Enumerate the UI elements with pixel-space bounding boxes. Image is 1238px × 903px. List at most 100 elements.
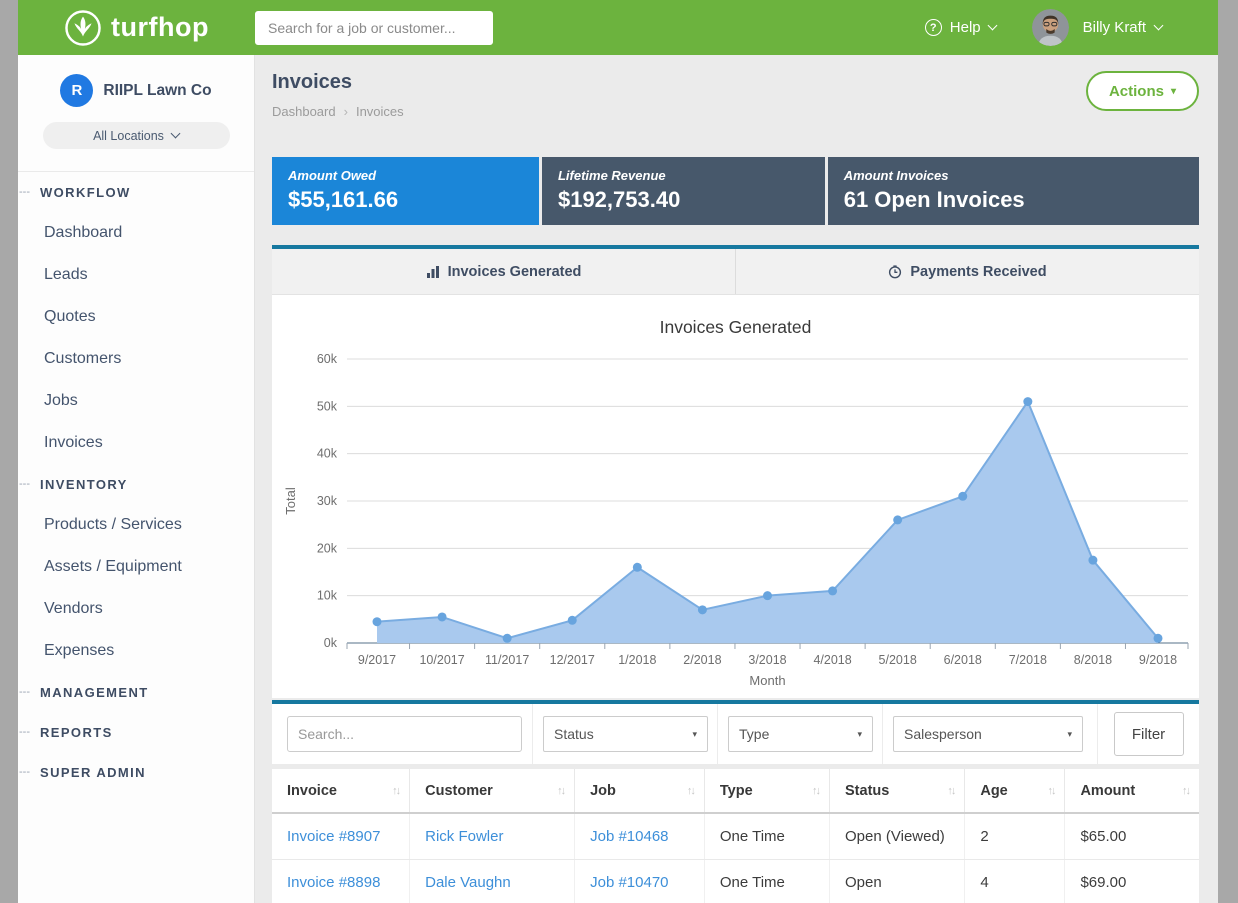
cell-customer[interactable]: Dale Vaughn [410, 860, 575, 903]
tab-invoices-generated[interactable]: Invoices Generated [272, 249, 736, 294]
table-search-input[interactable] [287, 716, 522, 752]
stat-card-value: $192,753.40 [558, 187, 809, 213]
sort-icon[interactable]: ↑↓ [1047, 785, 1054, 797]
x-tick-label: 7/2018 [1009, 653, 1047, 667]
filter-button[interactable]: Filter [1114, 712, 1184, 756]
select-type[interactable]: Type▾ [728, 716, 873, 752]
sort-icon[interactable]: ↑↓ [812, 785, 819, 797]
x-tick-label: 8/2018 [1074, 653, 1112, 667]
sidebar-item-products-services[interactable]: Products / Services [18, 504, 254, 546]
user-avatar[interactable] [1032, 9, 1069, 46]
column-header-customer[interactable]: Customer↑↓ [410, 769, 575, 812]
cell-status: Open [830, 860, 965, 903]
help-label: Help [950, 19, 981, 36]
company-name: RIIPL Lawn Co [103, 82, 211, 100]
data-point [503, 634, 512, 643]
area-fill [377, 402, 1158, 643]
select-salesperson[interactable]: Salesperson▾ [893, 716, 1083, 752]
bar-chart-icon [426, 265, 440, 279]
filter-section-type: Type▾ [717, 704, 882, 764]
user-menu[interactable]: Billy Kraft [1083, 19, 1162, 36]
nav-section-workflow[interactable]: ---WORKFLOW [18, 172, 254, 212]
page-title: Invoices [272, 71, 404, 94]
sidebar-item-jobs[interactable]: Jobs [18, 380, 254, 422]
nav-section-super-admin[interactable]: ---SUPER ADMIN [18, 752, 254, 792]
chart-body: Invoices Generated 0k10k20k30k40k50k60k9… [272, 295, 1199, 698]
chevron-down-icon [1154, 21, 1164, 31]
x-tick-label: 10/2017 [419, 653, 464, 667]
cell-invoice[interactable]: Invoice #8898 [272, 860, 410, 903]
actions-button-label: Actions [1109, 83, 1164, 100]
nav-section-management[interactable]: ---MANAGEMENT [18, 672, 254, 712]
nav-section-inventory[interactable]: ---INVENTORY [18, 464, 254, 504]
sidebar-item-expenses[interactable]: Expenses [18, 630, 254, 672]
column-header-type[interactable]: Type↑↓ [705, 769, 830, 812]
column-header-invoice[interactable]: Invoice↑↓ [272, 769, 410, 812]
cell-status: Open (Viewed) [830, 814, 965, 859]
cell-age: 2 [965, 814, 1065, 859]
select-status[interactable]: Status▾ [543, 716, 708, 752]
sidebar-nav: ---WORKFLOWDashboardLeadsQuotesCustomers… [18, 172, 254, 792]
sort-icon[interactable]: ↑↓ [947, 785, 954, 797]
cell-amount: $69.00 [1065, 860, 1199, 903]
y-tick-label: 0k [324, 636, 338, 650]
company-header: R RIIPL Lawn Co [18, 55, 254, 107]
chevron-down-icon [987, 21, 997, 31]
sidebar-item-vendors[interactable]: Vendors [18, 588, 254, 630]
location-selector[interactable]: All Locations [43, 122, 230, 149]
filter-section-salesperson: Salesperson▾ [882, 704, 1097, 764]
global-search-input[interactable] [255, 11, 493, 45]
brand[interactable]: turfhop [18, 9, 255, 47]
sort-icon[interactable]: ↑↓ [1182, 785, 1189, 797]
column-header-age[interactable]: Age↑↓ [965, 769, 1065, 812]
sidebar-item-leads[interactable]: Leads [18, 254, 254, 296]
invoices-chart-svg: 0k10k20k30k40k50k60k9/201710/201711/2017… [272, 344, 1199, 692]
table-row: Invoice #8898Dale VaughnJob #10470One Ti… [272, 860, 1199, 903]
data-point [438, 612, 447, 621]
data-point [1023, 397, 1032, 406]
help-menu[interactable]: ? Help [925, 19, 996, 36]
brand-name: turfhop [111, 12, 209, 43]
table-body: Invoice #8907Rick FowlerJob #10468One Ti… [272, 814, 1199, 903]
location-selector-label: All Locations [93, 129, 164, 143]
cell-job[interactable]: Job #10468 [575, 814, 705, 859]
caret-down-icon: ▾ [692, 729, 697, 740]
sort-icon[interactable]: ↑↓ [687, 785, 694, 797]
cell-job[interactable]: Job #10470 [575, 860, 705, 903]
sidebar-item-invoices[interactable]: Invoices [18, 422, 254, 464]
sidebar-item-customers[interactable]: Customers [18, 338, 254, 380]
column-header-amount[interactable]: Amount↑↓ [1065, 769, 1199, 812]
x-tick-label: 9/2018 [1139, 653, 1177, 667]
section-dashes-icon: --- [18, 186, 40, 198]
clock-icon [888, 265, 902, 279]
stat-card-value: $55,161.66 [288, 187, 523, 213]
column-header-job[interactable]: Job↑↓ [575, 769, 705, 812]
cell-invoice[interactable]: Invoice #8907 [272, 814, 410, 859]
y-tick-label: 10k [317, 589, 338, 603]
chart-panel: Invoices GeneratedPayments Received Invo… [272, 245, 1199, 698]
y-tick-label: 20k [317, 541, 338, 555]
app-frame: turfhop ? Help Billy K [18, 0, 1218, 903]
cell-customer[interactable]: Rick Fowler [410, 814, 575, 859]
actions-button[interactable]: Actions ▾ [1086, 71, 1199, 111]
column-header-status[interactable]: Status↑↓ [830, 769, 965, 812]
x-tick-label: 12/2017 [550, 653, 595, 667]
sort-icon[interactable]: ↑↓ [392, 785, 399, 797]
section-dashes-icon: --- [18, 478, 40, 490]
filter-section-status: Status▾ [532, 704, 717, 764]
breadcrumb-dashboard[interactable]: Dashboard [272, 104, 336, 119]
sidebar-item-dashboard[interactable]: Dashboard [18, 212, 254, 254]
sidebar-item-quotes[interactable]: Quotes [18, 296, 254, 338]
y-tick-label: 60k [317, 352, 338, 366]
y-axis-label: Total [283, 487, 298, 515]
main-content: Invoices Dashboard › Invoices Actions ▾ … [255, 55, 1218, 903]
sidebar-item-assets-equipment[interactable]: Assets / Equipment [18, 546, 254, 588]
topbar: turfhop ? Help Billy K [18, 0, 1218, 55]
x-tick-label: 6/2018 [944, 653, 982, 667]
turfhop-logo-icon [64, 9, 102, 47]
y-tick-label: 50k [317, 399, 338, 413]
tab-payments-received[interactable]: Payments Received [736, 249, 1199, 294]
sort-icon[interactable]: ↑↓ [557, 785, 564, 797]
nav-section-reports[interactable]: ---REPORTS [18, 712, 254, 752]
table-header-row: Invoice↑↓Customer↑↓Job↑↓Type↑↓Status↑↓Ag… [272, 769, 1199, 814]
